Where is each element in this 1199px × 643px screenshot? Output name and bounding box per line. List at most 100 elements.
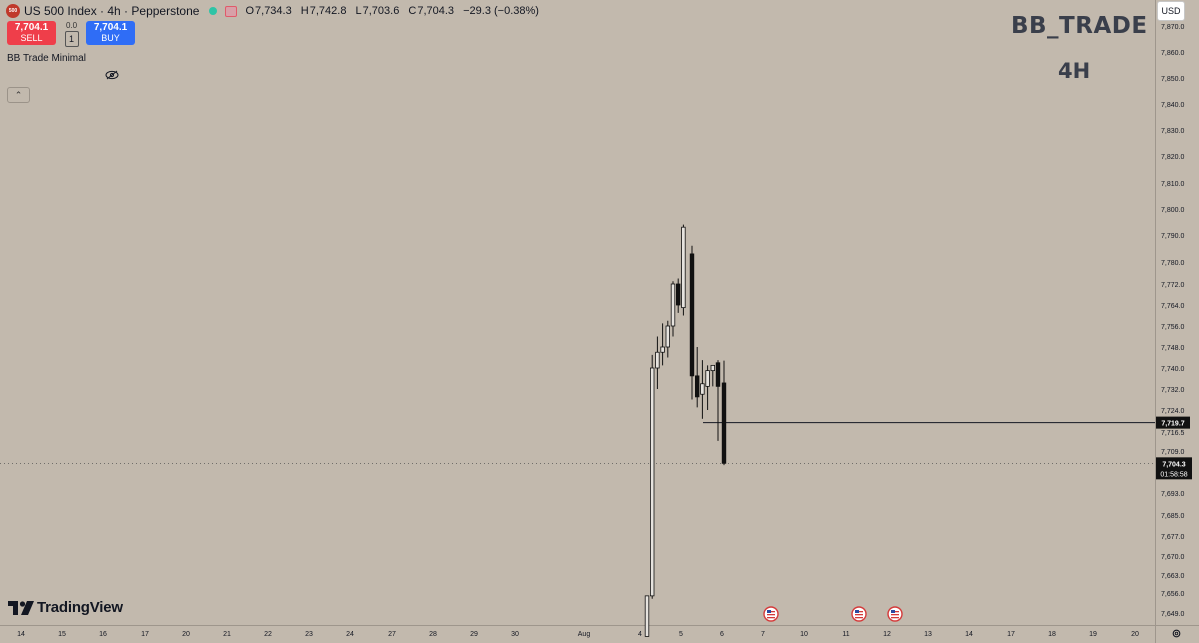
hidden-indicator-label[interactable]: [7, 69, 105, 80]
time-tick-label: 23: [305, 631, 313, 638]
time-tick-label: 4: [638, 631, 642, 638]
time-tick-label: 19: [1089, 631, 1097, 638]
candle-body: [650, 367, 655, 597]
quantity-field[interactable]: 1: [64, 31, 79, 47]
indicator-row: [7, 69, 119, 80]
price-tick-label: 7,649.0: [1161, 611, 1184, 618]
tradingview-logo[interactable]: TradingView: [8, 599, 123, 616]
buy-button[interactable]: 7,704.1 BUY: [86, 21, 135, 45]
time-tick-label: 16: [99, 631, 107, 638]
last-price-label: [1156, 457, 1192, 480]
time-tick-label: 15: [58, 631, 66, 638]
time-tick-label: 28: [429, 631, 437, 638]
price-tick-label: 7,800.0: [1161, 207, 1184, 214]
candle-body: [700, 383, 705, 395]
price-tick-label: 7,732.0: [1161, 387, 1184, 394]
symbol-title[interactable]: US 500 Index · 4h · Pepperstone: [24, 4, 200, 18]
candle-body: [715, 362, 721, 387]
time-tick-label: 20: [182, 631, 190, 638]
us-event-flag-icon[interactable]: [887, 606, 903, 622]
flag-canton: [891, 610, 895, 613]
buy-label: BUY: [101, 33, 120, 43]
chart-pane[interactable]: [0, 0, 1155, 625]
time-tick-label: 21: [223, 631, 231, 638]
price-tick-label: 7,663.0: [1161, 573, 1184, 580]
price-tick-label: 7,709.0: [1161, 449, 1184, 456]
time-tick-label: 11: [842, 631, 849, 638]
price-tick-label: 7,820.0: [1161, 154, 1184, 161]
price-tick-label: 7,780.0: [1161, 260, 1184, 267]
level-price-label: [1156, 416, 1190, 429]
data-flag-icon[interactable]: [225, 5, 238, 17]
us-event-flag-icon[interactable]: [763, 606, 779, 622]
collapse-chevron-icon[interactable]: ⌃: [7, 87, 30, 103]
sell-label: SELL: [20, 33, 43, 43]
price-tick-label: 7,724.0: [1161, 408, 1184, 415]
candle-body: [665, 325, 670, 348]
price-tick-label: 7,810.0: [1161, 181, 1184, 188]
spread-value: 0.0: [65, 21, 78, 30]
price-tick-label: 7,850.0: [1161, 76, 1184, 83]
time-tick-label: 22: [264, 631, 272, 638]
price-tick-label: 7,860.0: [1161, 50, 1184, 57]
us-event-flag-icon[interactable]: [851, 606, 867, 622]
candle-body: [670, 283, 676, 327]
flag-canton: [855, 610, 859, 613]
sell-button[interactable]: 7,704.1 SELL: [7, 21, 56, 45]
flag-stripe: [767, 614, 775, 616]
flag-stripe: [855, 614, 863, 616]
price-tick-label: 7,748.0: [1161, 345, 1184, 352]
candle-body: [644, 595, 650, 637]
flag-stripe: [891, 617, 899, 619]
axis-corner: [1155, 625, 1199, 643]
tradingview-logo-icon: [8, 600, 34, 615]
symbol-header[interactable]: 500 US 500 Index · 4h · Pepperstone O7,7…: [6, 3, 539, 19]
time-tick-label: 17: [1007, 631, 1015, 638]
price-tick-label: 7,685.0: [1161, 513, 1184, 520]
time-tick-label: 30: [511, 631, 519, 638]
price-axis[interactable]: [1155, 0, 1199, 625]
candle-body: [660, 346, 665, 353]
open-value: 7,734.3: [255, 5, 292, 17]
eye-off-icon[interactable]: [105, 70, 119, 80]
watermark-timeframe: 4H: [1058, 59, 1091, 83]
time-tick-label: 27: [388, 631, 396, 638]
time-tick-label: 10: [800, 631, 808, 638]
price-tick-label: 7,830.0: [1161, 128, 1184, 135]
sell-price: 7,704.1: [14, 22, 49, 33]
settings-gear-icon[interactable]: [1171, 628, 1182, 639]
time-tick-label: 17: [141, 631, 149, 638]
currency-button[interactable]: USD: [1157, 1, 1185, 21]
market-status-icon[interactable]: [209, 7, 218, 15]
symbol-logo-icon: 500: [6, 4, 20, 18]
buy-price: 7,704.1: [93, 22, 128, 33]
time-tick-label: 13: [924, 631, 932, 638]
price-tick-label: 7,870.0: [1161, 24, 1184, 31]
close-value: 7,704.3: [417, 5, 455, 17]
time-axis[interactable]: [0, 625, 1155, 643]
price-tick-label: 7,716.5: [1161, 430, 1184, 437]
ohlc-values: O7,734.3 H7,742.8 L7,703.6 C7,704.3 −29.…: [245, 5, 539, 17]
level-price-text: 7,719.7: [1161, 421, 1184, 428]
time-tick-label: 6: [720, 631, 724, 638]
time-tick-label: 29: [470, 631, 478, 638]
time-tick-label: 14: [17, 631, 25, 638]
candle-body: [705, 370, 710, 387]
high-value: 7,742.8: [309, 5, 347, 17]
candle-body: [676, 283, 681, 306]
indicator-title[interactable]: BB Trade Minimal: [7, 53, 86, 64]
time-tick-label: 14: [965, 631, 973, 638]
high-label: H: [300, 5, 309, 17]
price-tick-label: 7,840.0: [1161, 102, 1184, 109]
time-tick-label: 7: [761, 631, 765, 638]
time-tick-label: 24: [346, 631, 354, 638]
candle-body: [695, 375, 700, 398]
price-tick-label: 7,764.0: [1161, 303, 1184, 310]
candle-body: [655, 351, 660, 369]
candle-body: [689, 253, 695, 377]
time-tick-label: 5: [679, 631, 683, 638]
flag-canton: [767, 610, 771, 613]
last-price-text: 7,704.3: [1162, 461, 1185, 468]
countdown-text: 01:58:58: [1160, 471, 1187, 478]
